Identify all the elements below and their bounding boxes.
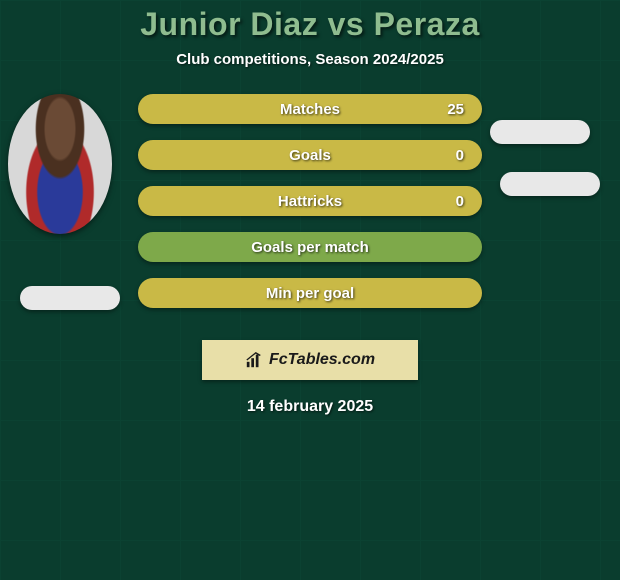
watermark: FcTables.com bbox=[202, 340, 418, 380]
stat-label: Hattricks bbox=[278, 193, 342, 210]
player-avatar bbox=[8, 94, 112, 234]
date-label: 14 february 2025 bbox=[0, 398, 620, 416]
page-title: Junior Diaz vs Peraza bbox=[0, 6, 620, 43]
comparison-card: Junior Diaz vs Peraza Club competitions,… bbox=[0, 0, 620, 416]
stat-bar-goals: Goals 0 bbox=[138, 140, 482, 170]
side-pill bbox=[20, 286, 120, 310]
stat-bar-min-per-goal: Min per goal bbox=[138, 278, 482, 308]
stats-area: Matches 25 Goals 0 Hattricks 0 Goals per… bbox=[0, 94, 620, 334]
stat-label: Min per goal bbox=[266, 285, 354, 302]
chart-icon bbox=[245, 351, 263, 369]
stat-bars: Matches 25 Goals 0 Hattricks 0 Goals per… bbox=[138, 94, 482, 324]
stat-bar-goals-per-match: Goals per match bbox=[138, 232, 482, 262]
stat-bar-matches: Matches 25 bbox=[138, 94, 482, 124]
stat-value: 0 bbox=[456, 193, 464, 210]
side-pill bbox=[490, 120, 590, 144]
stat-label: Goals bbox=[289, 147, 331, 164]
stat-label: Matches bbox=[280, 101, 340, 118]
stat-label: Goals per match bbox=[251, 239, 369, 256]
stat-bar-hattricks: Hattricks 0 bbox=[138, 186, 482, 216]
subtitle: Club competitions, Season 2024/2025 bbox=[0, 51, 620, 68]
stat-value: 0 bbox=[456, 147, 464, 164]
side-pill bbox=[500, 172, 600, 196]
watermark-text: FcTables.com bbox=[269, 351, 375, 369]
stat-value: 25 bbox=[447, 101, 464, 118]
